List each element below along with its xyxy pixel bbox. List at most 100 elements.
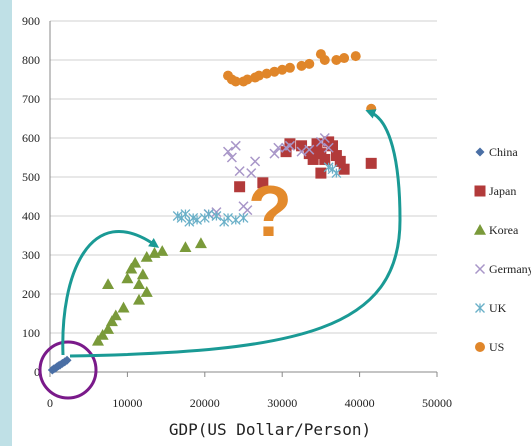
germany-point xyxy=(269,148,280,159)
data-points xyxy=(47,49,377,375)
germany-point xyxy=(246,168,257,179)
left-decor-strip xyxy=(0,0,12,446)
japan-point xyxy=(334,155,346,167)
uk-point xyxy=(230,214,241,225)
x-tick-label: 20000 xyxy=(190,396,220,410)
arrow-to-us xyxy=(69,109,402,358)
marker-stroke xyxy=(323,142,334,153)
legend-label: US xyxy=(489,340,504,354)
y-tick-label: 900 xyxy=(22,14,40,28)
legend-marker xyxy=(475,342,485,352)
legend-label: China xyxy=(489,145,518,159)
marker-stroke xyxy=(230,140,241,151)
series-korea xyxy=(91,237,207,346)
y-tick-label: 100 xyxy=(22,326,40,340)
japan-point xyxy=(365,157,377,169)
korea-point xyxy=(179,241,192,252)
korea-point xyxy=(121,272,134,284)
korea-point xyxy=(125,262,138,274)
japan-point xyxy=(315,148,327,160)
series-us xyxy=(223,49,377,114)
korea-point xyxy=(156,245,169,256)
china-highlight-circle xyxy=(38,340,98,400)
korea-point xyxy=(129,256,142,268)
korea-point xyxy=(133,278,146,290)
germany-point xyxy=(304,144,315,155)
japan-point xyxy=(330,150,342,162)
y-tick-label: 500 xyxy=(22,170,40,184)
y-tick-label: 300 xyxy=(22,248,40,262)
japan-point xyxy=(319,153,331,165)
marker-stroke xyxy=(222,146,234,157)
marker-stroke xyxy=(234,166,245,177)
axes: 0 100 200 300 400 500 600 700 800 900 0 10000 20000 3… xyxy=(22,14,452,410)
japan-point xyxy=(311,138,323,150)
korea-point xyxy=(194,237,207,249)
marker-stroke xyxy=(246,168,257,179)
japan-point xyxy=(307,153,319,165)
korea-point xyxy=(91,334,104,346)
japan-point xyxy=(327,140,339,152)
marker-stroke xyxy=(269,148,280,159)
germany-point xyxy=(226,152,237,163)
korea-point xyxy=(140,250,153,262)
legend-label: Germany xyxy=(489,262,531,276)
legend-marker xyxy=(475,147,485,157)
japan-point xyxy=(296,140,308,152)
uk-point xyxy=(223,212,233,223)
uk-point xyxy=(331,168,342,179)
us-point xyxy=(339,53,350,64)
marker-stroke xyxy=(284,140,295,151)
series-uk xyxy=(172,162,342,227)
china-point xyxy=(62,355,72,365)
uk-point xyxy=(238,212,249,223)
legend-marker xyxy=(474,185,486,197)
y-tick-label: 200 xyxy=(22,287,40,301)
annotations: ? xyxy=(38,109,402,400)
us-point xyxy=(284,62,295,73)
germany-point xyxy=(230,140,241,151)
korea-point xyxy=(102,278,115,290)
legend-marker xyxy=(475,303,485,313)
legend-item-us: US xyxy=(475,340,504,354)
us-point xyxy=(253,70,264,81)
germany-point xyxy=(234,166,245,177)
arrow-to-korea xyxy=(61,230,160,356)
japan-point xyxy=(307,146,319,158)
marker-stroke xyxy=(296,146,307,157)
uk-point xyxy=(203,209,214,220)
korea-point xyxy=(105,315,118,327)
marker-stroke xyxy=(304,144,315,155)
x-tick-label: 0 xyxy=(47,396,53,410)
germany-point xyxy=(222,146,234,157)
us-point xyxy=(261,68,272,79)
germany-point xyxy=(296,146,307,157)
question-mark-annotation: ? xyxy=(248,172,292,252)
us-point xyxy=(242,74,253,85)
germany-point xyxy=(273,142,284,153)
japan-point xyxy=(338,163,350,175)
japan-point xyxy=(257,177,269,189)
us-point xyxy=(331,55,342,65)
marker-stroke xyxy=(319,132,330,144)
legend-label: UK xyxy=(489,301,507,315)
x-tick-label: 10000 xyxy=(112,396,142,410)
series-china xyxy=(47,355,72,375)
y-tick-label: 0 xyxy=(34,365,40,379)
us-point xyxy=(304,58,315,69)
legend-marker xyxy=(474,263,486,275)
uk-point xyxy=(211,211,222,221)
us-point xyxy=(230,76,241,87)
korea-point xyxy=(109,309,122,321)
legend-item-korea: Korea xyxy=(474,223,519,237)
germany-point xyxy=(284,140,295,151)
marker-stroke xyxy=(250,156,261,167)
japan-point xyxy=(234,181,246,193)
germany-point xyxy=(250,156,261,167)
x-axis-label: GDP(US Dollar/Person) xyxy=(168,420,372,439)
x-tick-label: 50000 xyxy=(422,396,452,410)
legend-label: Japan xyxy=(489,184,516,198)
x-tick-label: 30000 xyxy=(267,396,297,410)
